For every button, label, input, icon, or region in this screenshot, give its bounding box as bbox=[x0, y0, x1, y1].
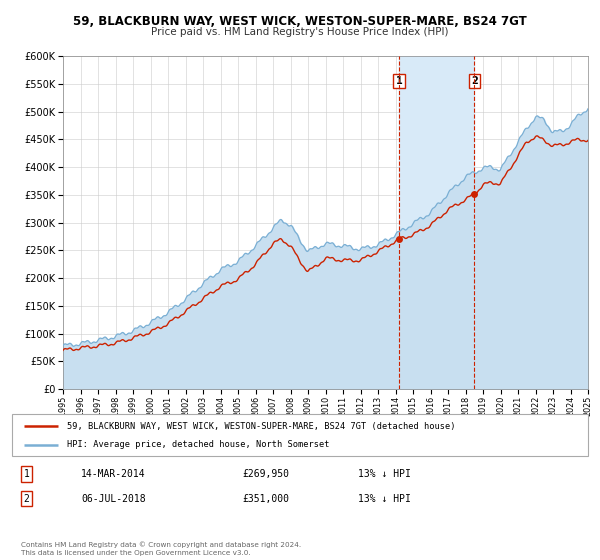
Text: 1: 1 bbox=[23, 469, 29, 479]
Text: 14-MAR-2014: 14-MAR-2014 bbox=[81, 469, 146, 479]
Text: Price paid vs. HM Land Registry's House Price Index (HPI): Price paid vs. HM Land Registry's House … bbox=[151, 27, 449, 37]
FancyBboxPatch shape bbox=[12, 414, 588, 456]
Text: 59, BLACKBURN WAY, WEST WICK, WESTON-SUPER-MARE, BS24 7GT: 59, BLACKBURN WAY, WEST WICK, WESTON-SUP… bbox=[73, 15, 527, 27]
Text: £351,000: £351,000 bbox=[242, 493, 289, 503]
Text: 2: 2 bbox=[471, 76, 478, 86]
Text: 59, BLACKBURN WAY, WEST WICK, WESTON-SUPER-MARE, BS24 7GT (detached house): 59, BLACKBURN WAY, WEST WICK, WESTON-SUP… bbox=[67, 422, 455, 431]
Text: This data is licensed under the Open Government Licence v3.0.: This data is licensed under the Open Gov… bbox=[21, 549, 251, 556]
Text: 06-JUL-2018: 06-JUL-2018 bbox=[81, 493, 146, 503]
Text: HPI: Average price, detached house, North Somerset: HPI: Average price, detached house, Nort… bbox=[67, 440, 329, 449]
Text: 13% ↓ HPI: 13% ↓ HPI bbox=[358, 493, 410, 503]
Text: 2: 2 bbox=[23, 493, 29, 503]
Text: 13% ↓ HPI: 13% ↓ HPI bbox=[358, 469, 410, 479]
Text: 1: 1 bbox=[395, 76, 402, 86]
Text: Contains HM Land Registry data © Crown copyright and database right 2024.: Contains HM Land Registry data © Crown c… bbox=[21, 541, 301, 548]
Text: £269,950: £269,950 bbox=[242, 469, 289, 479]
Bar bbox=[399, 56, 475, 389]
